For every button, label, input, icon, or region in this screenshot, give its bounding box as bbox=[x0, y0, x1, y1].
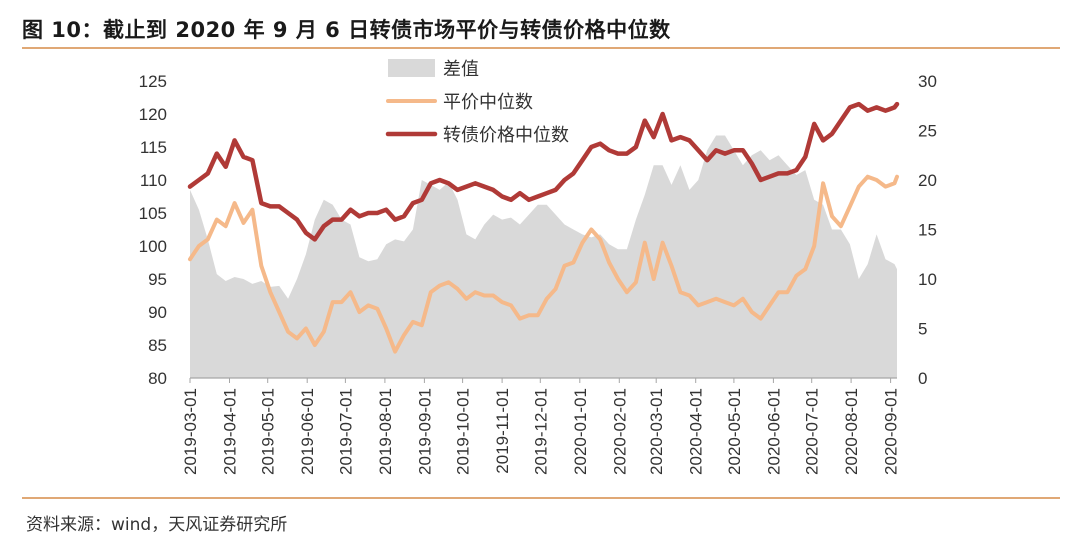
x-tick-label: 2020-01-01 bbox=[571, 388, 590, 475]
y-left-tick-label: 120 bbox=[139, 105, 167, 124]
area-diff bbox=[190, 135, 897, 378]
y-left-tick-label: 100 bbox=[139, 237, 167, 256]
y-right-tick-label: 0 bbox=[918, 369, 927, 388]
y-right-tick-label: 20 bbox=[918, 171, 937, 190]
y-left-tick-label: 110 bbox=[140, 171, 167, 190]
y-left-tick-label: 80 bbox=[148, 369, 167, 388]
y-right-tick-label: 30 bbox=[918, 72, 937, 91]
x-tick-label: 2020-04-01 bbox=[687, 388, 706, 475]
legend-label-diff: 差值 bbox=[443, 59, 479, 80]
series-lines-layer bbox=[187, 101, 900, 354]
x-tick-label: 2019-11-01 bbox=[493, 388, 512, 474]
x-tick-label: 2020-08-01 bbox=[842, 388, 861, 475]
diff-area-layer bbox=[190, 135, 897, 378]
source-rule bbox=[22, 497, 1060, 499]
line-parity bbox=[188, 174, 899, 354]
line-price bbox=[187, 101, 900, 242]
legend-label-price: 转债价格中位数 bbox=[443, 125, 569, 146]
source-note: 资料来源：wind，天风证券研究所 bbox=[26, 515, 288, 535]
x-tick-label: 2019-12-01 bbox=[531, 388, 550, 475]
x-tick-label: 2020-03-01 bbox=[647, 388, 666, 475]
y-left-tick-label: 90 bbox=[148, 303, 167, 322]
x-tick-label: 2019-09-01 bbox=[415, 388, 434, 475]
title-rule bbox=[22, 47, 1060, 49]
x-tick-label: 2020-02-01 bbox=[610, 388, 629, 475]
x-tick-label: 2019-06-01 bbox=[298, 388, 317, 475]
x-tick-label: 2019-10-01 bbox=[454, 388, 473, 475]
x-tick-label: 2020-05-01 bbox=[725, 388, 744, 475]
x-tick-label: 2019-05-01 bbox=[259, 388, 278, 475]
y-left-tick-label: 115 bbox=[140, 138, 167, 157]
y-left-tick-label: 105 bbox=[139, 204, 167, 223]
y-left-tick-label: 85 bbox=[148, 336, 167, 355]
x-tick-label: 2019-07-01 bbox=[336, 388, 355, 475]
y-right-tick-label: 10 bbox=[918, 270, 937, 289]
axes-layer: 1251201151101051009590858030252015105020… bbox=[139, 72, 937, 475]
x-tick-label: 2020-09-01 bbox=[882, 388, 901, 475]
x-tick-label: 2019-08-01 bbox=[376, 388, 395, 475]
y-right-tick-label: 15 bbox=[918, 221, 937, 240]
y-right-tick-label: 5 bbox=[918, 320, 927, 339]
x-tick-label: 2020-06-01 bbox=[764, 388, 783, 475]
y-left-tick-label: 125 bbox=[139, 72, 167, 91]
legend-swatch-diff bbox=[388, 59, 435, 77]
x-tick-label: 2019-04-01 bbox=[221, 388, 240, 475]
y-right-tick-label: 25 bbox=[918, 122, 937, 141]
legend-label-parity: 平价中位数 bbox=[443, 92, 533, 113]
figure-title: 图 10：截止到 2020 年 9 月 6 日转债市场平价与转债价格中位数 bbox=[22, 18, 671, 42]
x-tick-label: 2019-03-01 bbox=[181, 388, 200, 475]
x-tick-label: 2020-07-01 bbox=[803, 388, 822, 475]
y-left-tick-label: 95 bbox=[148, 270, 167, 289]
